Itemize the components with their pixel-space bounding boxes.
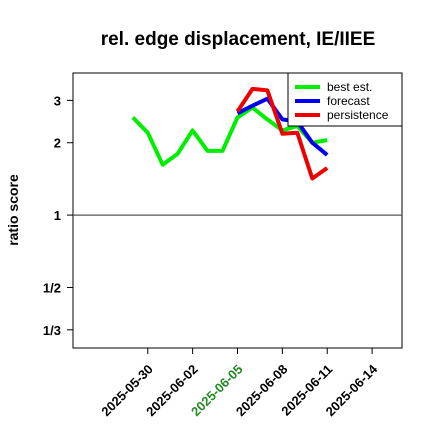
legend-label-best-est: best est. xyxy=(327,80,372,94)
legend: best est. forecast persistence xyxy=(287,72,403,127)
y-tick-label: 1 xyxy=(54,208,61,223)
y-axis-title: ratio score xyxy=(5,174,21,246)
y-tick-label: 2 xyxy=(54,136,61,151)
legend-label-forecast: forecast xyxy=(327,94,370,108)
series-line-best-est xyxy=(131,105,328,167)
series-layer xyxy=(131,86,329,181)
series-line-forecast xyxy=(236,96,329,157)
legend-label-persistence: persistence xyxy=(327,108,389,122)
y-tick-label: 3 xyxy=(54,93,61,108)
y-axis: 3 2 1 1/2 1/3 xyxy=(43,93,73,338)
y-tick-label: 1/3 xyxy=(43,323,61,338)
chart-title: rel. edge displacement, IE/IIEE xyxy=(101,29,376,50)
y-tick-label: 1/2 xyxy=(43,280,61,295)
x-axis: 2025-05-302025-06-022025-06-052025-06-08… xyxy=(98,348,381,419)
series-line-persistence xyxy=(235,86,329,181)
